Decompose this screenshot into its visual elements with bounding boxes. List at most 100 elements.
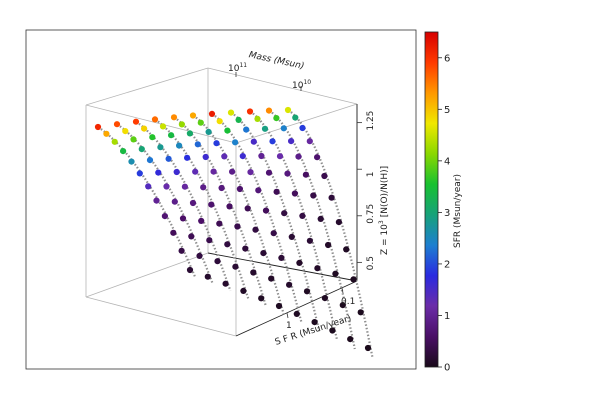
data-point (208, 201, 215, 208)
data-point (306, 237, 313, 244)
plot-frame (25, 29, 417, 370)
data-point (204, 273, 211, 280)
box-edge (85, 252, 209, 298)
colorbar-tick-label: 1 (444, 311, 450, 322)
data-point (163, 183, 170, 190)
data-points (94, 106, 372, 352)
model-curve (119, 125, 214, 284)
colorbar-tick-label: 5 (444, 105, 450, 116)
data-point (208, 110, 216, 117)
data-point (252, 226, 259, 233)
data-point (213, 140, 220, 147)
data-point (210, 168, 217, 175)
data-point (145, 183, 152, 190)
data-point (288, 233, 295, 240)
data-point (343, 246, 350, 253)
mass-axis-label: Mass (Msun) (248, 50, 305, 72)
data-point (229, 168, 236, 175)
box-edge (235, 103, 358, 144)
colorbar-tick-label: 6 (444, 53, 450, 64)
data-point (273, 115, 280, 122)
data-point (197, 119, 204, 126)
data-point (226, 203, 233, 210)
data-point (224, 241, 231, 248)
data-point (288, 138, 295, 145)
data-point (216, 220, 223, 227)
data-point (302, 171, 309, 178)
data-point (113, 121, 121, 128)
mass-tick-label: 1010 (292, 79, 311, 91)
data-point (216, 118, 223, 125)
data-point (153, 197, 160, 204)
data-point (141, 125, 148, 132)
z-tick-label: 0.5 (366, 256, 376, 270)
data-point (161, 213, 168, 220)
data-point (255, 187, 262, 194)
floor-back-line (207, 252, 358, 282)
box-edge (207, 67, 358, 105)
model-curve (157, 120, 250, 299)
data-point (194, 141, 201, 148)
colorbar-tick-label: 2 (444, 259, 450, 270)
data-point (291, 190, 298, 197)
data-point (295, 153, 302, 160)
data-point (261, 125, 269, 132)
data-point (314, 154, 321, 161)
data-point (179, 215, 187, 222)
data-point (280, 125, 287, 132)
colorbar-label: SFR (Msun/year) (453, 174, 463, 248)
data-point (339, 302, 346, 309)
data-point (250, 269, 257, 276)
data-point (328, 194, 335, 201)
data-point (325, 241, 332, 249)
data-point (120, 148, 127, 155)
data-point (149, 134, 156, 141)
floor-axes (207, 104, 358, 337)
data-point (299, 212, 306, 219)
data-point (239, 153, 246, 160)
data-point (260, 250, 267, 257)
data-point (173, 168, 180, 176)
z-tick-label: 1.25 (366, 111, 376, 131)
z-axis: 0.5 0.75 1 1.25 (357, 111, 376, 270)
data-point (132, 118, 140, 125)
data-point (176, 142, 183, 149)
sfr-tick-mark (341, 287, 344, 294)
data-point (284, 170, 291, 177)
data-point (232, 263, 239, 270)
data-point (178, 247, 185, 254)
data-point (292, 114, 299, 121)
sfr-axis-line (235, 280, 358, 337)
sfr-tick-mark (286, 312, 289, 319)
data-point (243, 126, 250, 133)
data-point (155, 169, 162, 176)
data-point (242, 245, 249, 252)
data-point (258, 295, 265, 302)
colorbar: 0 1 2 3 4 5 6 SFR (Msun/year) (424, 31, 463, 374)
z-axis-label: Z = 103[N(O)/N(H)] (378, 166, 390, 255)
data-point (246, 108, 254, 115)
data-point (94, 123, 102, 131)
data-point (232, 139, 239, 146)
data-point (364, 344, 372, 352)
data-point (103, 130, 110, 137)
box-edge (85, 296, 237, 337)
data-point (171, 198, 178, 205)
data-point (222, 280, 229, 287)
data-point (186, 130, 193, 137)
colorbar-ticks: 0 1 2 3 4 5 6 (438, 53, 450, 374)
data-point (159, 123, 167, 130)
data-point (170, 229, 177, 236)
data-point (306, 138, 313, 145)
data-point (258, 152, 265, 160)
data-point (218, 184, 225, 192)
data-point (181, 183, 188, 190)
data-point (293, 310, 300, 317)
sfr-tick-label: 1 (286, 321, 292, 331)
data-point (184, 154, 191, 161)
data-point (314, 265, 321, 272)
data-point (310, 192, 317, 199)
data-point (202, 153, 209, 161)
model-curve (100, 128, 196, 277)
data-point (186, 266, 194, 274)
